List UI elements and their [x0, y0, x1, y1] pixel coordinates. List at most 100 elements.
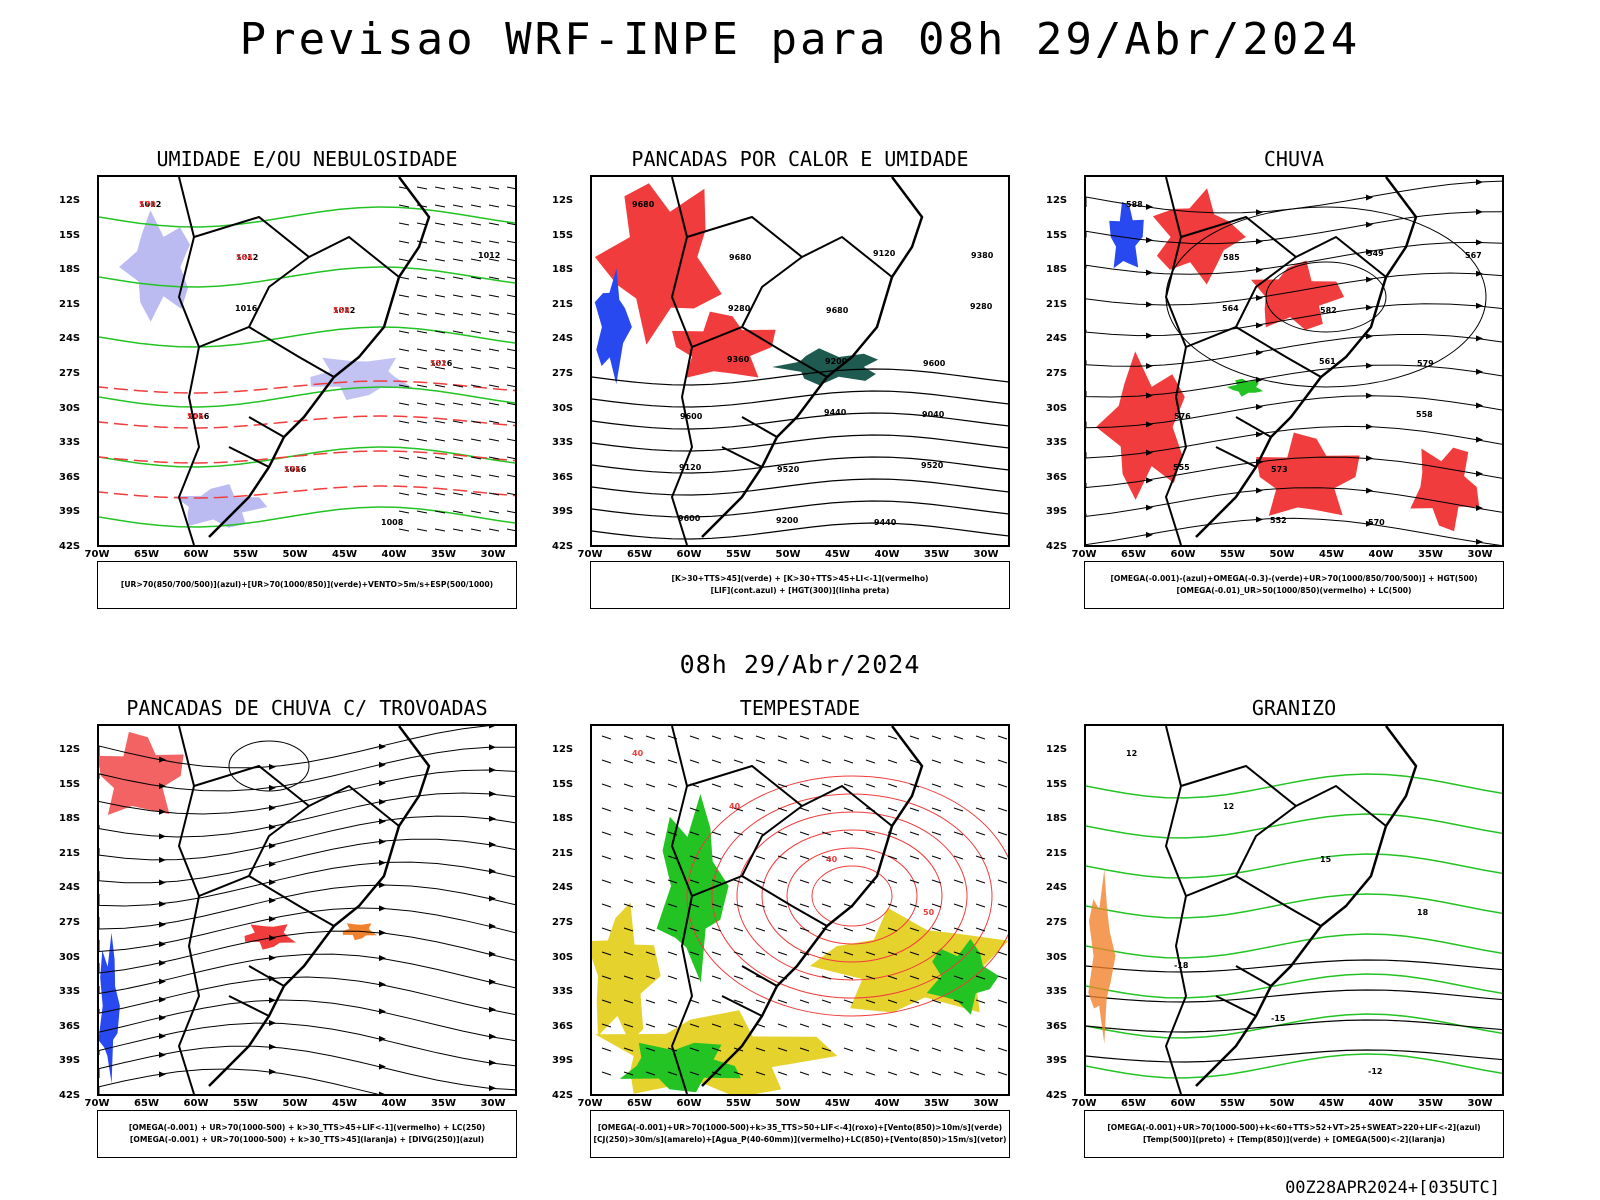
streamline — [99, 953, 515, 995]
wind-vector — [865, 855, 876, 860]
wind-vector — [434, 510, 446, 514]
longitude-tick-label: 65W — [627, 549, 652, 560]
wind-vector — [452, 240, 464, 244]
longitude-tick-label: 70W — [84, 1098, 110, 1109]
height-contour — [592, 390, 1008, 408]
wind-vector — [452, 438, 464, 442]
wind-vector — [398, 294, 410, 298]
contour-label: 9120 — [679, 463, 702, 472]
longitude-tick-label: 35W — [924, 1098, 949, 1109]
streamline-arrow — [489, 1059, 496, 1066]
latitude-tick-label: 42S — [552, 541, 574, 552]
streamline — [1086, 456, 1502, 489]
wind-vector — [931, 855, 942, 860]
wind-vector — [434, 348, 446, 352]
contour-label: 576 — [284, 465, 301, 474]
streamline — [99, 1022, 515, 1067]
latitude-tick-label: 12S — [552, 744, 574, 755]
contour-label: 558 — [1416, 410, 1433, 419]
wind-vector — [398, 492, 410, 496]
wind-vector — [975, 999, 986, 1004]
wind-vector — [398, 456, 410, 460]
longitude-tick-label: 50W — [775, 549, 801, 560]
border-line — [177, 177, 201, 545]
contour-label: 9360 — [727, 355, 750, 364]
latitude-tick-label: 30S — [552, 402, 574, 414]
wind-vector — [689, 831, 700, 836]
temp850-contour — [1086, 933, 1502, 959]
latitude-tick-label: 18S — [552, 813, 574, 825]
latitude-tick-label: 21S — [552, 847, 574, 859]
longitude-tick-label: 65W — [134, 1098, 159, 1109]
legend-trovoadas: [OMEGA(-0.001) + UR>70(1000-500) + k>30_… — [97, 1110, 517, 1158]
mid-title: 08h 29/Abr/2024 — [679, 650, 921, 679]
legend-line: [OMEGA(-0.001) + UR>70(1000-500) + k>30_… — [129, 1135, 485, 1144]
temp500-contour — [1086, 959, 1502, 973]
wind-vector — [909, 855, 920, 860]
wind-vector — [887, 999, 898, 1004]
streamline-arrow — [379, 818, 386, 825]
wind-vector — [667, 1071, 678, 1076]
wind-vector — [488, 348, 500, 352]
wind-vector — [434, 492, 446, 496]
latitude-tick-label: 39S — [1046, 506, 1068, 518]
wind-vector — [865, 1071, 876, 1076]
wind-vector — [953, 1047, 964, 1052]
streamline — [1086, 241, 1502, 275]
latitude-tick-label: 33S — [552, 986, 574, 998]
wind-vector — [711, 855, 722, 860]
streamline-arrow — [159, 808, 166, 815]
height-contour — [592, 434, 1008, 452]
wind-vector — [887, 807, 898, 812]
wind-vector — [887, 1047, 898, 1052]
wind-vector — [488, 384, 500, 388]
humidity-upper-area — [310, 357, 413, 400]
wind-vector — [799, 927, 810, 932]
wind-vector — [506, 402, 515, 406]
latitude-tick-label: 12S — [552, 195, 574, 206]
streamline — [99, 999, 515, 1042]
wind-vector — [821, 735, 832, 740]
streamline-arrow — [489, 726, 495, 729]
wind-vector — [865, 1047, 876, 1052]
streamline — [99, 907, 515, 953]
wind-vector — [821, 903, 832, 908]
wind-vector — [755, 927, 766, 932]
streamline-arrow — [489, 923, 496, 930]
latitude-tick-label: 24S — [59, 333, 81, 345]
longitude-tick-label: 35W — [924, 549, 949, 560]
wind-vector — [601, 975, 612, 980]
wind-vector — [416, 456, 428, 460]
legend-umidade: [UR>70(850/700/500)](azul)+[UR>70(1000/8… — [97, 561, 517, 609]
rain-area — [1410, 447, 1480, 532]
wind-vector — [821, 951, 832, 956]
wind-vector — [843, 807, 854, 812]
wind-vector — [452, 258, 464, 262]
longitude-tick-label: 55W — [726, 549, 751, 560]
wind-vector — [755, 807, 766, 812]
wind-vector — [645, 1071, 656, 1076]
wind-vector — [452, 222, 464, 226]
streamline-arrow — [1146, 392, 1153, 399]
streamline-arrow — [489, 868, 496, 875]
contour-label: 40 — [632, 749, 644, 758]
wind-vector — [623, 999, 634, 1004]
streamline-arrow — [379, 1063, 386, 1070]
main-title: Previsao WRF-INPE para 08h 29/Abr/2024 — [239, 14, 1361, 65]
streamline — [1086, 272, 1502, 306]
wind-vector — [865, 735, 876, 740]
streamline-arrow — [489, 895, 496, 902]
wind-vector — [452, 186, 464, 190]
streamline-arrow — [379, 780, 386, 787]
wind-vector — [865, 879, 876, 884]
streamline-arrow — [159, 978, 166, 985]
panel-title: PANCADAS POR CALOR E UMIDADE — [631, 147, 969, 171]
wind-vector — [843, 759, 854, 764]
latitude-tick-label: 27S — [59, 368, 81, 379]
wind-vector — [887, 759, 898, 764]
longitude-tick-label: 35W — [1418, 1098, 1443, 1109]
streamline-arrow — [1476, 436, 1483, 443]
streamline-arrow — [489, 815, 496, 822]
thickness-contour — [99, 485, 515, 499]
wind-vector — [398, 402, 410, 406]
